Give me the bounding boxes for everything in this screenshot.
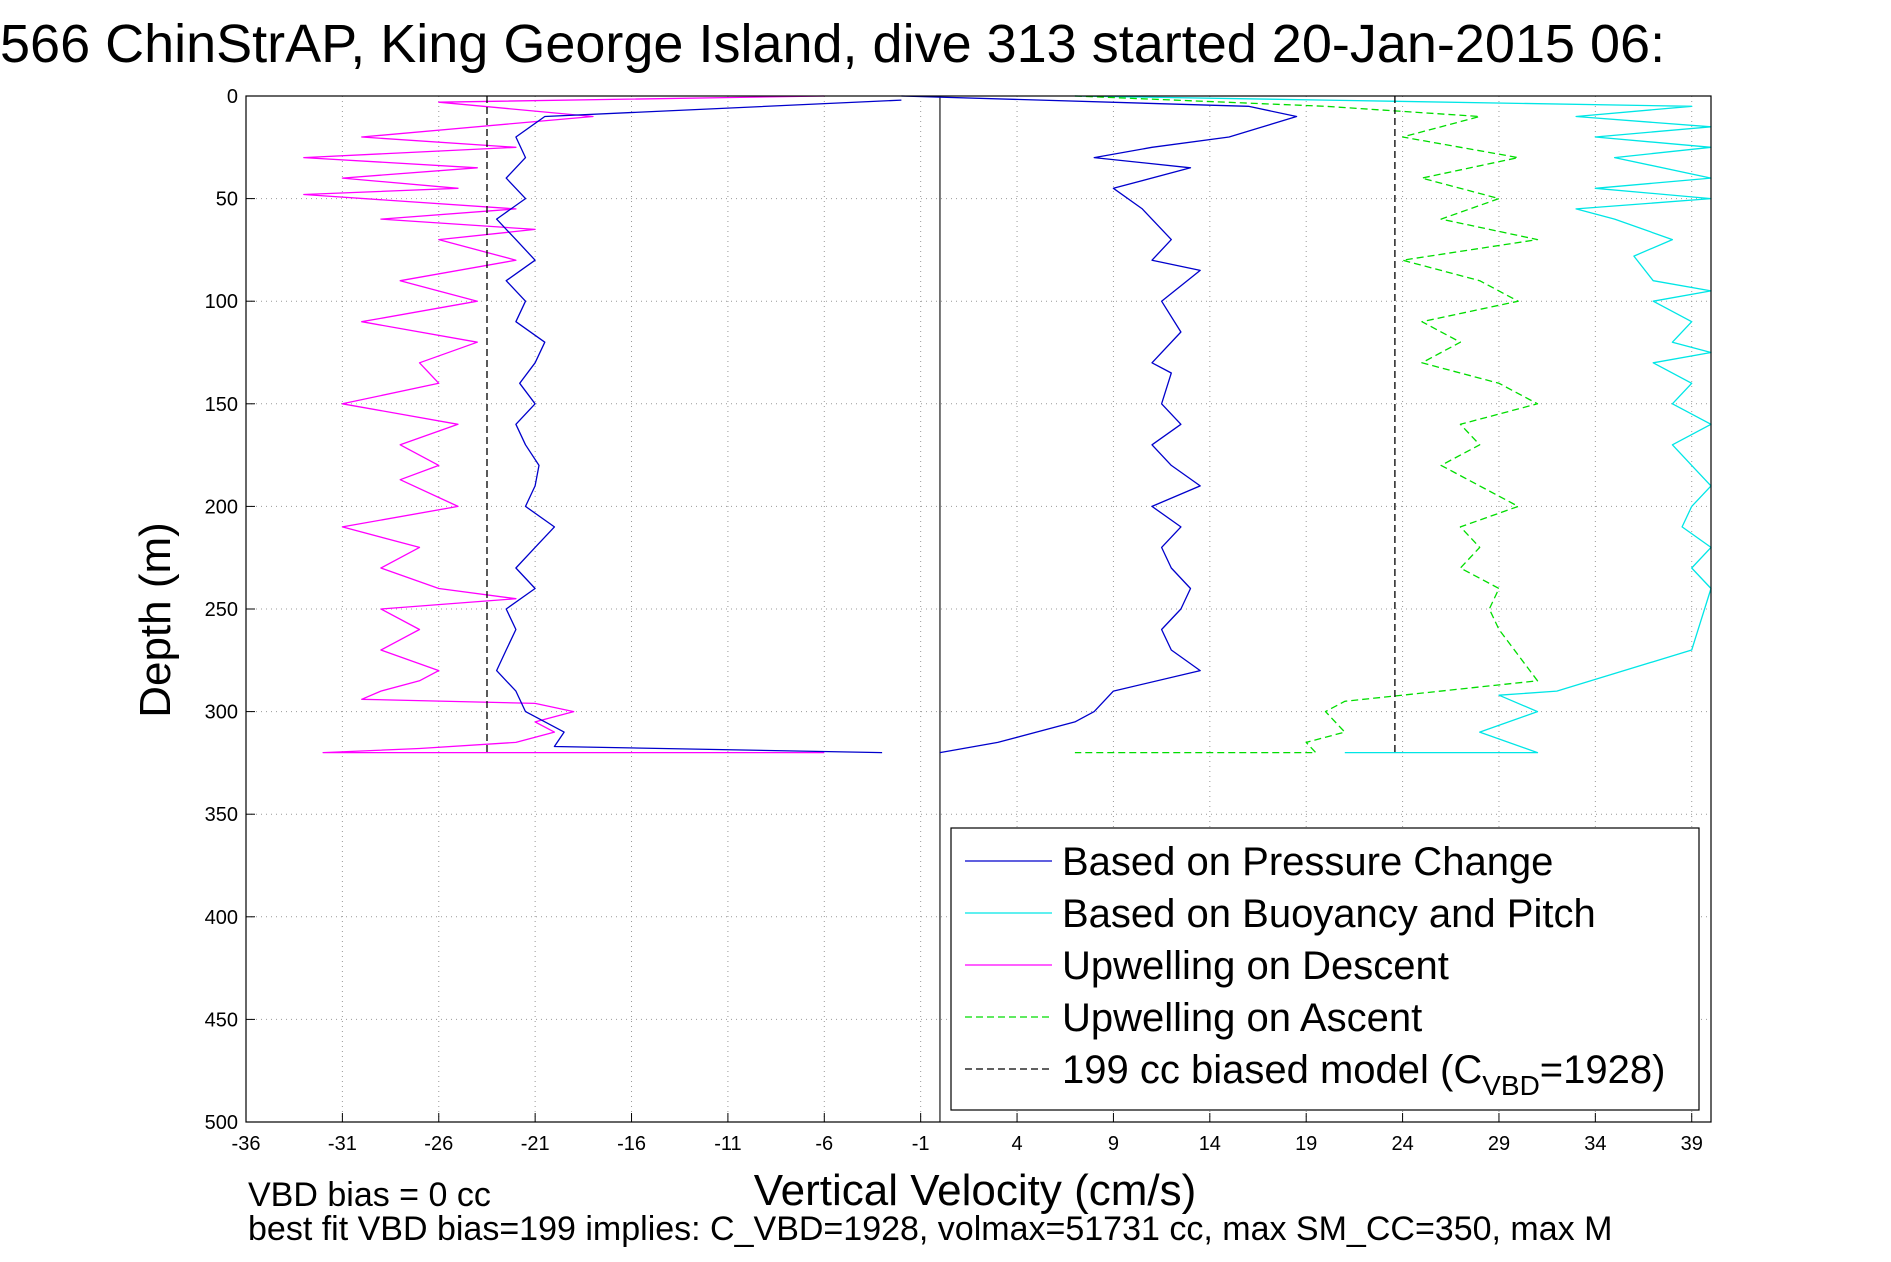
legend-box: [950, 827, 1700, 1111]
x-tick-label: -36: [232, 1133, 261, 1155]
legend-label-subscript: VBD: [1482, 1070, 1540, 1101]
legend-label-suffix: =1928): [1540, 1048, 1666, 1092]
y-tick-label: 300: [205, 702, 238, 724]
y-tick-label: 150: [205, 394, 238, 416]
plot-frame: [245, 95, 1712, 1123]
y-tick-label: 250: [205, 599, 238, 621]
legend-label-text: 199 cc biased model (C: [1062, 1048, 1482, 1092]
y-axis-label: Depth (m): [131, 522, 180, 718]
footer-line-1: VBD bias = 0 cc: [248, 1176, 491, 1214]
legend-label-text: Upwelling on Ascent: [1062, 996, 1422, 1040]
series-line-pressure: [901, 95, 1298, 754]
legend-entry-label: 199 cc biased model (CVBD=1928): [1062, 1048, 1665, 1101]
x-tick-label: 14: [1199, 1133, 1221, 1155]
legend: Based on Pressure Change Based on Buoyanc…: [950, 827, 1700, 1111]
y-tick-label: 450: [205, 1009, 238, 1031]
legend-entry-label: Upwelling on Descent: [1062, 944, 1449, 988]
legend-label-text: Upwelling on Descent: [1062, 944, 1449, 988]
y-tick-label: 50: [216, 189, 238, 211]
chart-title: 566 ChinStrAP, King George Island, dive …: [0, 14, 1665, 74]
y-tick-label: 500: [205, 1112, 238, 1134]
x-tick-label: -6: [815, 1133, 833, 1155]
x-tick-label: -21: [521, 1133, 550, 1155]
x-tick-label: -16: [617, 1133, 646, 1155]
x-tick-label: -11: [714, 1133, 741, 1155]
series-line-pressure: [495, 99, 902, 754]
x-tick-label: -1: [912, 1133, 930, 1155]
x-tick-label: -31: [328, 1133, 357, 1155]
y-tick-label: 350: [205, 804, 238, 826]
y-tick-label: 100: [205, 291, 238, 313]
x-tick-label: 24: [1391, 1133, 1413, 1155]
x-tick-label: 4: [1011, 1133, 1022, 1155]
legend-entry-label: Based on Pressure Change: [1062, 840, 1553, 884]
x-tick-label: 29: [1488, 1133, 1510, 1155]
y-tick-label: 0: [227, 86, 238, 108]
x-tick-label: -26: [424, 1133, 453, 1155]
x-tick-label: 39: [1681, 1133, 1703, 1155]
footer-line-2: best fit VBD bias=199 implies: C_VBD=192…: [248, 1210, 1612, 1248]
series-line-buoyancy: [1074, 95, 1712, 754]
y-tick-label: 200: [205, 496, 238, 518]
legend-label-text: Based on Buoyancy and Pitch: [1062, 892, 1596, 936]
y-tick-label: 400: [205, 907, 238, 929]
x-tick-label: 19: [1295, 1133, 1317, 1155]
x-axis-label: Vertical Velocity (cm/s): [754, 1166, 1197, 1215]
series-line-descent: [303, 95, 825, 754]
legend-label-text: Based on Pressure Change: [1062, 840, 1553, 884]
series-line-ascent: [1074, 95, 1539, 754]
legend-entry-label: Upwelling on Ascent: [1062, 996, 1422, 1040]
x-tick-label: 9: [1108, 1133, 1119, 1155]
legend-entry-label: Based on Buoyancy and Pitch: [1062, 892, 1596, 936]
x-tick-label: 34: [1584, 1133, 1606, 1155]
